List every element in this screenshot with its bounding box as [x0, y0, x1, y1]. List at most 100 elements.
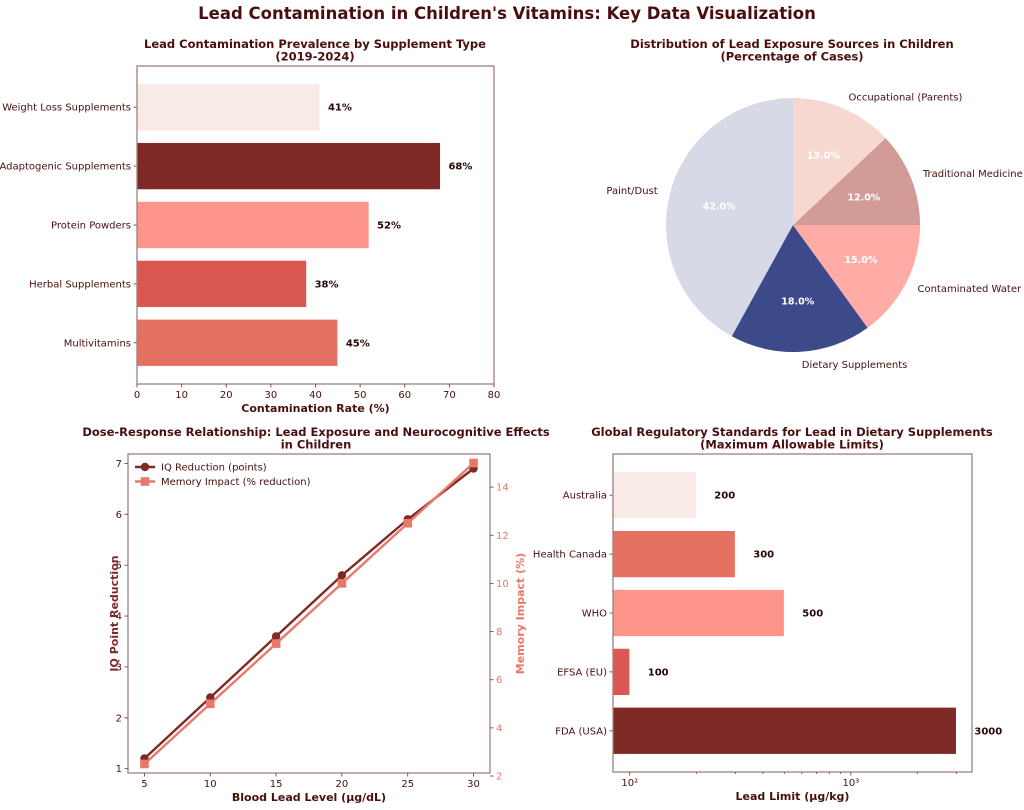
- x-tick-label: 50: [354, 390, 367, 401]
- y-tick-label-right: 12: [496, 531, 509, 542]
- memory-data-point: [205, 699, 215, 709]
- sources-pie-chart: Distribution of Lead Exposure Sources in…: [606, 37, 1022, 371]
- legend: IQ Reduction (points) Memory Impact (% re…: [135, 462, 311, 488]
- memory-data-point: [271, 639, 281, 648]
- pie-category-label: Paint/Dust: [606, 186, 657, 197]
- dose-response-title: Dose-Response Relationship: Lead Exposur…: [82, 425, 550, 439]
- dose-response-title: in Children: [281, 438, 352, 452]
- x-tick-label: 10³: [843, 778, 860, 789]
- dose-response-chart: Dose-Response Relationship: Lead Exposur…: [82, 425, 550, 804]
- y-tick-label: Protein Powders: [51, 221, 131, 232]
- bar-value-label: 41%: [328, 103, 352, 114]
- memory-data-point: [337, 579, 347, 588]
- prevalence-chart-title: (2019-2024): [275, 50, 354, 64]
- plot-frame: [127, 453, 491, 774]
- bar-value-label: 500: [802, 609, 823, 620]
- legend-label: IQ Reduction (points): [161, 463, 267, 474]
- pie-category-label: Dietary Supplements: [802, 360, 908, 371]
- bar: [136, 259, 307, 308]
- bar: [612, 530, 736, 579]
- pie-slice: [793, 225, 920, 328]
- memory-impact-line: [143, 462, 475, 765]
- y-tick-label: Australia: [563, 491, 607, 502]
- pie-slice: [731, 225, 868, 352]
- x-tick-label: 80: [488, 390, 501, 401]
- y-tick-label-right: 4: [496, 723, 502, 734]
- iq-reduction-line: [143, 467, 475, 760]
- bar-value-label: 38%: [315, 279, 339, 290]
- bar: [136, 201, 370, 249]
- x-tick-label: 60: [398, 390, 411, 401]
- x-tick-label: 30: [467, 779, 480, 790]
- bar-value-label: 300: [753, 550, 774, 561]
- y-tick-label-left: 6: [116, 510, 122, 521]
- x-tick-label: 25: [401, 779, 414, 790]
- plot-frame: [612, 453, 973, 773]
- x-tick-label: 20: [220, 390, 233, 401]
- y-tick-label: WHO: [582, 609, 607, 620]
- memory-data-point: [403, 518, 413, 528]
- y-tick-label-right: 14: [496, 483, 509, 494]
- y-tick-label-left: 1: [116, 764, 122, 775]
- bar-value-label: 68%: [448, 162, 472, 173]
- legend-label: Memory Impact (% reduction): [161, 477, 311, 488]
- pie-percent-label: 12.0%: [847, 192, 880, 203]
- bar: [612, 589, 785, 637]
- y-tick-label: FDA (USA): [555, 726, 607, 737]
- y-tick-label: Herbal Supplements: [29, 279, 131, 290]
- bar: [612, 706, 957, 755]
- x-tick-label: 0: [134, 390, 140, 401]
- y-tick-label-right: 10: [496, 579, 509, 590]
- y-tick-label: Adaptogenic Supplements: [0, 162, 131, 173]
- x-tick-label: 30: [265, 390, 278, 401]
- bar-value-label: 3000: [974, 726, 1002, 737]
- bar: [612, 471, 697, 520]
- x-tick-label: 10²: [621, 778, 638, 789]
- y-tick-label-left: 4: [116, 612, 122, 623]
- memory-data-point: [140, 759, 149, 769]
- pie-percent-label: 15.0%: [844, 255, 877, 266]
- regulatory-chart: Global Regulatory Standards for Lead in …: [533, 425, 1002, 803]
- y-tick-label-left: 7: [116, 459, 122, 470]
- legend-marker-circle: [140, 462, 150, 472]
- y-tick-label: Multivitamins: [64, 338, 131, 349]
- bar-value-label: 200: [714, 491, 735, 502]
- bar: [136, 83, 321, 132]
- x-tick-label: 5: [141, 779, 147, 790]
- y-axis-label-left: IQ Point Reduction: [108, 555, 121, 671]
- y-tick-label: Weight Loss Supplements: [2, 103, 131, 114]
- x-axis-label: Lead Limit (µg/kg): [736, 790, 850, 803]
- bar-value-label: 100: [648, 667, 669, 678]
- x-tick-label: 10: [204, 779, 217, 790]
- sources-pie-title: (Percentage of Cases): [720, 50, 863, 64]
- prevalence-chart-title: Lead Contamination Prevalence by Supplem…: [144, 37, 486, 51]
- prevalence-chart: Lead Contamination Prevalence by Supplem…: [0, 37, 500, 415]
- pie-category-label: Occupational (Parents): [848, 92, 962, 103]
- y-tick-label-left: 3: [116, 662, 122, 673]
- y-tick-label-right: 6: [496, 675, 502, 686]
- iq-data-point: [271, 632, 281, 641]
- y-tick-label-right: 2: [496, 772, 502, 783]
- memory-data-point: [469, 458, 478, 468]
- y-tick-label: Health Canada: [533, 550, 607, 561]
- y-tick-label-left: 5: [116, 561, 122, 572]
- x-tick-label: 40: [309, 390, 322, 401]
- pie-category-label: Contaminated Water: [917, 284, 1022, 295]
- bar-value-label: 52%: [377, 221, 401, 232]
- regulatory-chart-title: Global Regulatory Standards for Lead in …: [591, 425, 993, 439]
- pie-percent-label: 18.0%: [781, 297, 814, 308]
- pie-slice: [666, 98, 793, 337]
- pie-percent-label: 13.0%: [807, 151, 840, 162]
- pie-slice: [793, 98, 886, 225]
- pie-slice: [793, 138, 920, 225]
- pie-category-label: Traditional Medicine: [922, 169, 1023, 180]
- x-tick-label: 70: [443, 390, 456, 401]
- bar-value-label: 45%: [346, 338, 370, 349]
- legend-marker-square: [140, 477, 150, 486]
- iq-data-point: [337, 571, 347, 580]
- x-tick-label: 20: [336, 779, 349, 790]
- y-tick-label-right: 8: [496, 627, 502, 638]
- sources-pie-title: Distribution of Lead Exposure Sources in…: [630, 37, 953, 51]
- x-tick-label: 15: [270, 779, 283, 790]
